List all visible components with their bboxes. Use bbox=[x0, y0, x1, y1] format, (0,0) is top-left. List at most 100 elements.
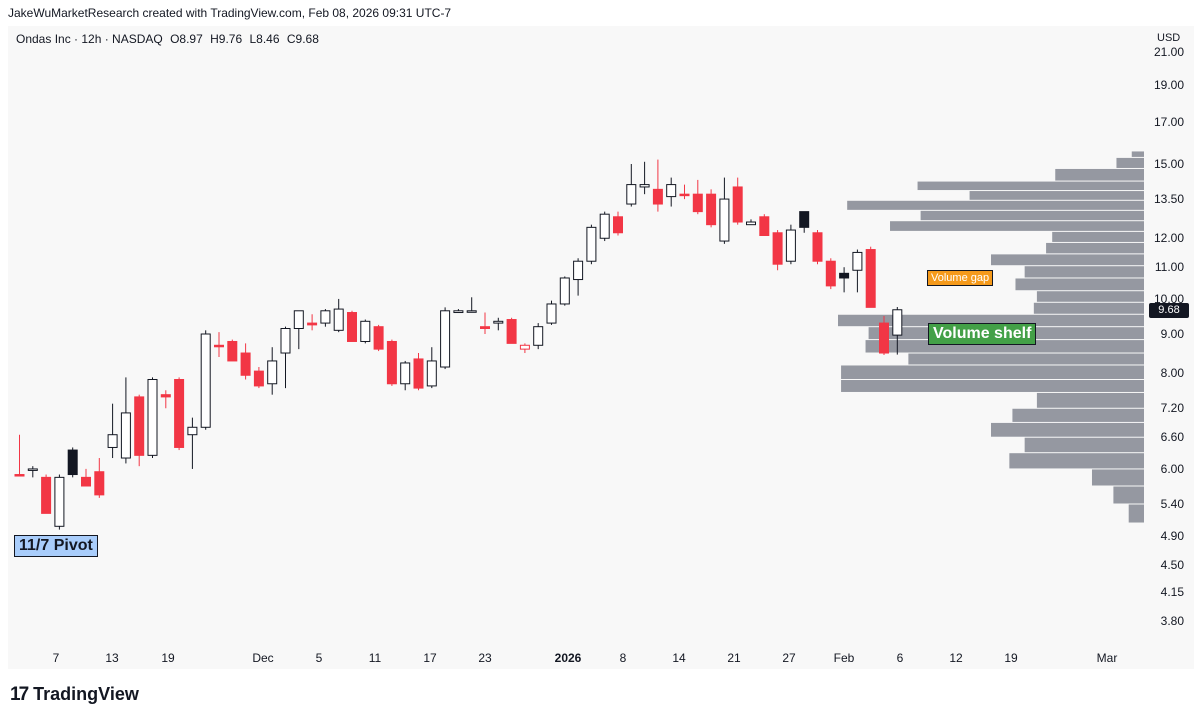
price-tick-label: 10.00 bbox=[1153, 291, 1184, 306]
price-tick-label: 5.40 bbox=[1160, 497, 1184, 511]
candle-body bbox=[174, 378, 185, 448]
volume-profile-bar bbox=[991, 422, 1144, 437]
price-tick-label: 13.50 bbox=[1153, 192, 1184, 207]
candle-body bbox=[785, 229, 796, 262]
currency-label[interactable]: USD bbox=[1157, 32, 1181, 44]
time-tick-label: 7 bbox=[52, 651, 60, 665]
candle-body bbox=[493, 320, 504, 324]
time-tick-label: 8 bbox=[619, 651, 627, 665]
candle-body bbox=[41, 476, 52, 514]
candle-body bbox=[280, 327, 291, 354]
close-value: C9.68 bbox=[286, 32, 319, 46]
candle-body bbox=[706, 193, 717, 226]
volume-profile-bar bbox=[908, 353, 1144, 365]
candle-body bbox=[320, 310, 331, 324]
candle-body bbox=[506, 319, 517, 344]
volume-profile-bar bbox=[1046, 242, 1144, 254]
volume-profile-bar bbox=[1033, 302, 1144, 314]
candle-body bbox=[799, 211, 810, 228]
symbol-info: Ondas Inc · 12h · NASDAQ O8.97 H9.76 L8.… bbox=[16, 32, 323, 46]
candle-body bbox=[240, 352, 251, 376]
symbol-name: Ondas Inc · 12h · NASDAQ bbox=[16, 32, 163, 46]
price-tick-label: 6.00 bbox=[1160, 461, 1184, 476]
candle-body bbox=[533, 326, 544, 346]
open-value: O8.97 bbox=[170, 32, 203, 46]
volume-profile-bar bbox=[1128, 504, 1144, 523]
candle-body bbox=[825, 260, 836, 287]
volume-profile-bar bbox=[1015, 278, 1144, 291]
candle-body bbox=[466, 310, 477, 313]
candle-body bbox=[453, 310, 464, 314]
time-tick-label: 6 bbox=[896, 651, 904, 665]
candle-body bbox=[652, 188, 663, 205]
time-tick-label: 17 bbox=[423, 651, 437, 665]
volume-profile-bar bbox=[920, 210, 1144, 221]
candle-body bbox=[440, 310, 451, 368]
volume-gap-annotation[interactable]: Volume gap bbox=[927, 270, 994, 286]
tradingview-footer[interactable]: 17 TradingView bbox=[10, 684, 139, 706]
price-axis[interactable]: 21.00 19.00 17.00 15.00 13.50 12.00 11.00 10.00… bbox=[1146, 26, 1194, 646]
candle-body bbox=[626, 184, 637, 205]
volume-shelf-annotation[interactable]: Volume shelf bbox=[928, 323, 1037, 345]
time-tick-label: 27 bbox=[782, 651, 796, 665]
candle-body bbox=[719, 198, 730, 242]
candle-body bbox=[812, 232, 823, 262]
volume-profile-bar bbox=[838, 314, 1144, 327]
volume-profile-bar bbox=[1009, 453, 1144, 469]
tradingview-logo-icon: 17 bbox=[10, 684, 29, 705]
price-tick-label: 17.00 bbox=[1153, 115, 1184, 130]
candle-body bbox=[386, 340, 397, 385]
candle-body bbox=[892, 309, 903, 336]
candle-body bbox=[187, 426, 198, 436]
price-tick-label: 3.80 bbox=[1160, 613, 1184, 628]
candle-body bbox=[67, 449, 78, 476]
last-price-label: 9.68 bbox=[1149, 303, 1189, 318]
time-tick-label: 23 bbox=[478, 651, 492, 665]
candle-body bbox=[333, 308, 344, 331]
candle-body bbox=[160, 394, 171, 398]
time-tick-label: 2026 bbox=[554, 651, 582, 665]
candle-body bbox=[120, 412, 131, 459]
time-tick-label: 12 bbox=[949, 651, 963, 665]
price-tick-label: 8.00 bbox=[1160, 366, 1184, 381]
candle-body bbox=[267, 360, 278, 385]
price-tick-label: 19.00 bbox=[1153, 78, 1184, 93]
price-tick-label: 7.20 bbox=[1160, 401, 1184, 416]
volume-profile-bar bbox=[1052, 231, 1144, 242]
price-tick-label: 4.50 bbox=[1160, 557, 1184, 572]
candle-body bbox=[865, 249, 876, 308]
candle-body bbox=[227, 340, 238, 362]
volume-profile-bar bbox=[1036, 392, 1144, 408]
candle-body bbox=[94, 471, 105, 496]
tradingview-brand: TradingView bbox=[33, 684, 139, 704]
candle-body bbox=[559, 277, 570, 305]
candle-body bbox=[307, 322, 318, 326]
price-tick-label: 21.00 bbox=[1153, 45, 1184, 60]
volume-profile-bar bbox=[1091, 469, 1144, 486]
chart-attribution: JakeWuMarketResearch created with Tradin… bbox=[8, 6, 452, 20]
candle-body bbox=[639, 184, 650, 188]
time-tick-label: 13 bbox=[105, 651, 119, 665]
volume-profile-bar bbox=[1036, 291, 1144, 302]
price-tick-label: 12.00 bbox=[1153, 231, 1184, 246]
candle-body bbox=[839, 272, 850, 279]
candle-body bbox=[107, 434, 118, 448]
candle-body bbox=[426, 360, 437, 387]
time-tick-label: Feb bbox=[833, 651, 855, 665]
pivot-annotation[interactable]: 11/7 Pivot bbox=[14, 535, 98, 557]
time-tick-label: 19 bbox=[161, 651, 175, 665]
volume-profile-bar bbox=[917, 181, 1144, 191]
candle-body bbox=[147, 378, 158, 456]
candle-body bbox=[679, 193, 690, 197]
time-tick-label: Dec bbox=[252, 651, 274, 665]
volume-profile-bar bbox=[841, 379, 1144, 392]
candle-body bbox=[519, 344, 530, 350]
candle-body bbox=[666, 184, 677, 198]
time-axis[interactable]: 7 13 19 Dec 5 11 17 23 2026 8 14 21 27 Feb 6 12 19 Mar bbox=[8, 646, 1194, 669]
candle-body bbox=[347, 312, 357, 342]
volume-profile-bar bbox=[1116, 157, 1144, 168]
volume-profile-bar bbox=[841, 365, 1144, 379]
candle-body bbox=[772, 232, 783, 265]
volume-profile-bar bbox=[890, 221, 1144, 231]
volume-profile-bar bbox=[1055, 168, 1144, 181]
